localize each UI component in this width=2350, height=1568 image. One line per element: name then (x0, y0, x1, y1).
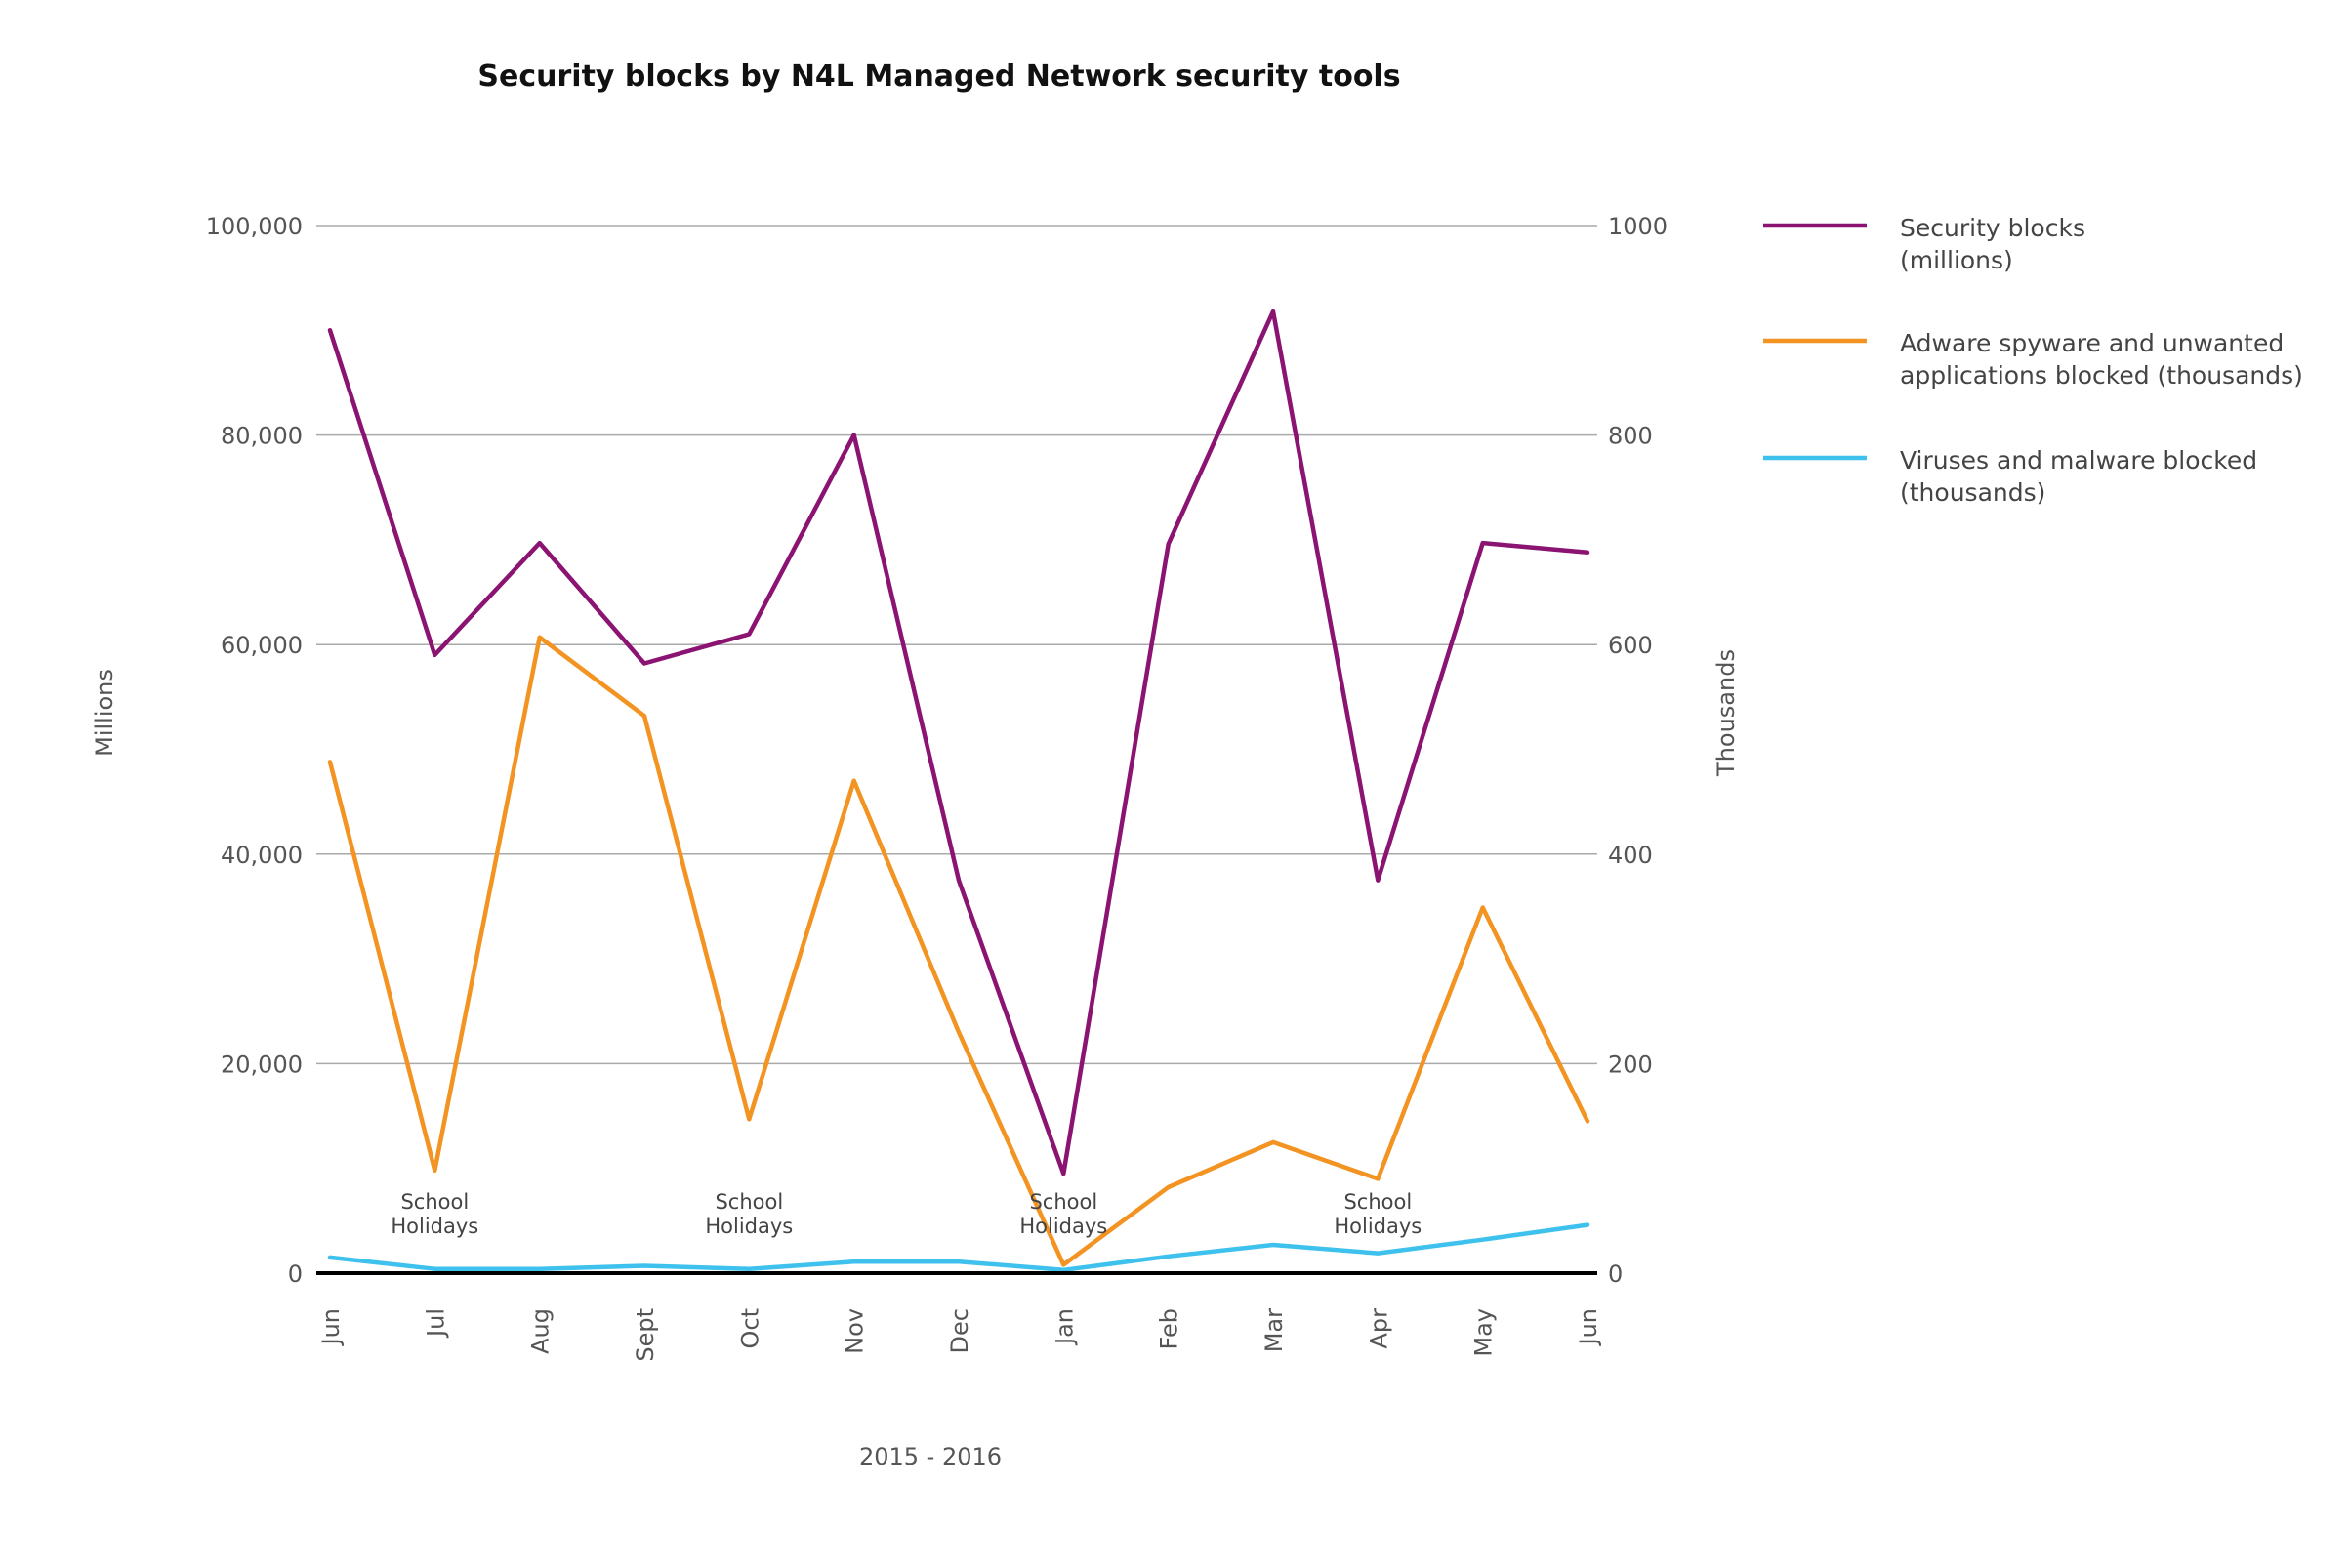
y-tick-right: 800 (1608, 423, 1653, 450)
annotation-school-holidays: Holidays (1019, 1215, 1107, 1238)
x-tick: Mar (1260, 1308, 1288, 1352)
legend-label-3: (thousands) (1900, 478, 2045, 507)
y-axis-right-ticks: 0 200 400 600 800 1000 (1608, 213, 1668, 1288)
legend-label-3: Viruses and malware blocked (1900, 446, 2257, 475)
series-line-1 (327, 309, 1590, 1176)
gridlines (316, 225, 1597, 1065)
annotation-school-holidays: School (715, 1190, 783, 1214)
x-axis-label: 2015 - 2016 (859, 1443, 1002, 1470)
y-tick-right: 400 (1608, 842, 1653, 869)
annotation-school-holidays: School (1343, 1190, 1412, 1214)
y-tick-left: 60,000 (221, 632, 303, 659)
x-axis-ticks: Jun Jul Aug Sept Oct Nov Dec Jan Feb Mar Apr May Jun (317, 1308, 1602, 1362)
legend-label-1: (millions) (1900, 246, 2013, 274)
x-tick: Aug (527, 1308, 555, 1354)
annotation-school-holidays: Holidays (1334, 1215, 1422, 1238)
y-tick-right: 200 (1608, 1051, 1653, 1078)
y-tick-left: 80,000 (221, 423, 303, 450)
x-tick: Feb (1156, 1308, 1183, 1350)
y-tick-right: 600 (1608, 632, 1653, 659)
y-axis-left-label: Millions (91, 669, 118, 757)
x-tick: Nov (842, 1308, 869, 1354)
x-tick: Oct (736, 1308, 763, 1349)
legend-label-2: Adware spyware and unwanted (1900, 329, 2284, 357)
y-tick-right: 0 (1608, 1260, 1623, 1288)
x-tick: Sept (632, 1308, 659, 1362)
x-tick: Jun (317, 1308, 345, 1347)
series-line-3 (327, 1222, 1590, 1273)
x-tick: Jul (422, 1308, 449, 1339)
annotation-school-holidays: School (400, 1190, 469, 1214)
x-tick: Jun (1575, 1308, 1602, 1347)
y-tick-right: 1000 (1608, 213, 1668, 240)
y-tick-left: 100,000 (206, 213, 303, 240)
legend-label-1: Security blocks (1900, 214, 2085, 242)
x-tick: May (1470, 1308, 1498, 1357)
y-tick-left: 20,000 (221, 1051, 303, 1078)
y-axis-left-ticks: 0 20,000 40,000 60,000 80,000 100,000 (206, 213, 303, 1288)
chart-title: Security blocks by N4L Managed Network s… (477, 60, 1400, 94)
series-lines (327, 309, 1590, 1273)
annotation-school-holidays: School (1029, 1190, 1097, 1214)
y-tick-left: 0 (288, 1260, 303, 1288)
x-tick: Apr (1365, 1308, 1392, 1349)
annotation-school-holidays: Holidays (705, 1215, 793, 1238)
y-tick-left: 40,000 (221, 842, 303, 869)
annotation-school-holidays: Holidays (391, 1215, 478, 1238)
y-axis-right-label: Thousands (1712, 649, 1740, 777)
x-tick: Jan (1051, 1308, 1078, 1346)
legend-label-2: applications blocked (thousands) (1900, 361, 2303, 390)
annotations: SchoolHolidaysSchoolHolidaysSchoolHolida… (391, 1190, 1422, 1238)
series-line-2 (327, 635, 1590, 1267)
legend: Security blocks (millions) Adware spyware … (1763, 214, 2303, 507)
x-tick: Dec (946, 1308, 973, 1353)
